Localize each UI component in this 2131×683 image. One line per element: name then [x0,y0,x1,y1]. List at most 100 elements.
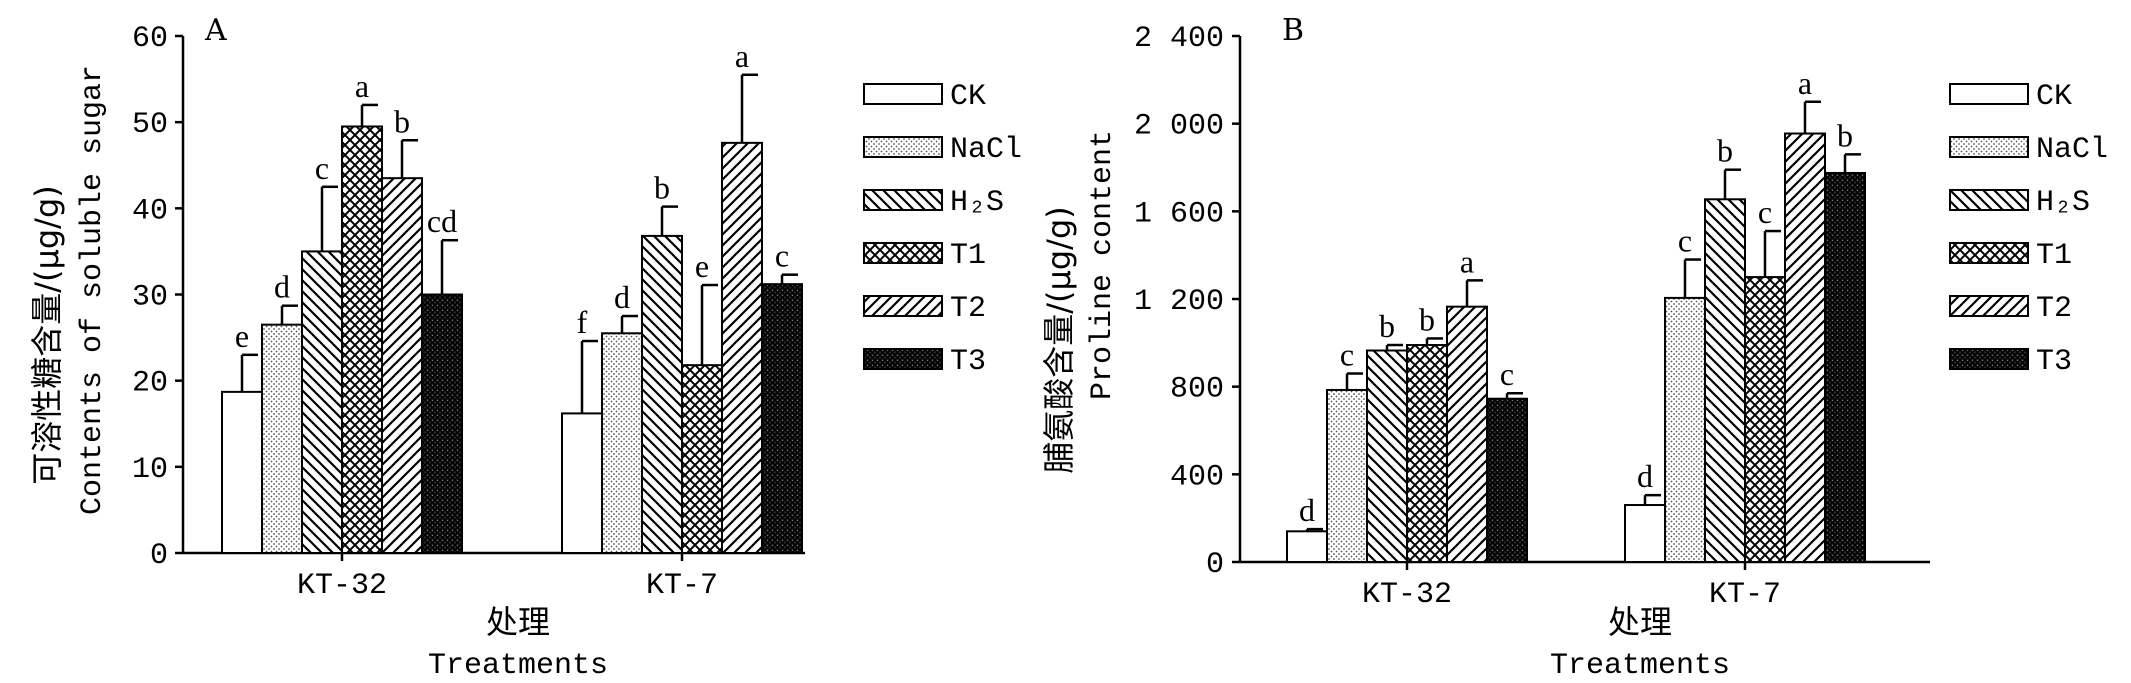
panel-b-legend-label: NaCl [2036,133,2108,167]
panel-a-legend-label: H₂S [950,186,1004,220]
panel-a-ytick-label: 0 [150,539,168,573]
panel-b-ytick-label: 400 [1170,460,1224,494]
panel-a-xtick-label: KT-32 [297,569,387,603]
panel-b-xtick-label: KT-7 [1709,578,1781,612]
panel-a-bar-KT-7-NaCl [601,332,643,554]
panel-b-label: B [1282,13,1304,48]
panel-b-bar-KT-32-T2 [1446,305,1488,563]
panel-a-bar-KT-7-H₂S [641,234,683,554]
panel-b-bar-KT-32-H₂S [1366,349,1408,564]
panel-b-legend-swatch-T1 [1949,242,2029,264]
panel-a-legend-label: T2 [950,292,986,326]
panel-b-significance-letter: c [1678,223,1692,259]
panel-b-bar-KT-32-T1 [1406,344,1448,563]
panel-a-legend-swatch-CK [863,83,943,105]
panel-a-significance-letter: b [394,103,410,139]
panel-b-significance-letter: d [1637,458,1653,494]
panel-b-legend-label: T2 [2036,292,2072,326]
panel-b-significance-letter: c [1758,194,1772,230]
panel-b-xtick-label: KT-32 [1362,578,1452,612]
panel-b-legend-swatch-H₂S [1949,189,2029,211]
panel-a-significance-letter: f [577,304,588,340]
panel-b-legend-swatch-NaCl [1949,136,2029,158]
panel-b-legend-label: T1 [2036,239,2072,273]
panel-b-xlabel-cn: 处理 [1608,603,1672,641]
panel-b-ytick-label: 0 [1206,548,1224,582]
panel-b-ytick-label: 2 400 [1134,22,1224,56]
panel-b-bar-KT-7-T2 [1784,132,1826,563]
panel-a-legend-swatch-H₂S [863,189,943,211]
panel-a-legend-swatch-NaCl [863,136,943,158]
panel-a-ytick-label: 10 [132,453,168,487]
panel-a-xtick-label: KT-7 [646,569,718,603]
panel-a-significance-letter: b [654,170,670,206]
panel-b-significance-letter: b [1379,308,1395,344]
panel-a-bar-KT-7-T2 [721,141,763,554]
panel-b-bar-KT-7-NaCl [1664,296,1706,563]
panel-b-ylabel-cn: 脯氨酸含量/(μg/g) [1040,206,1078,474]
panel-b-legend-swatch-CK [1949,83,2029,105]
panel-b-bar-KT-7-T3 [1824,171,1866,564]
panel-a-ytick-label: 20 [132,367,168,401]
panel-b-ytick-label: 1 600 [1134,197,1224,231]
panel-a-significance-letter: c [315,150,329,186]
panel-b-legend-swatch-T3 [1949,348,2029,370]
panel-b-significance-letter: b [1419,301,1435,337]
panel-a-xlabel-cn: 处理 [486,603,550,641]
panel-b-bar-KT-32-T3 [1486,397,1528,563]
panel-a-ytick-label: 60 [132,22,168,56]
panel-a-ytick-label: 40 [132,194,168,228]
panel-b-significance-letter: b [1837,117,1853,153]
panel-b-ylabel-en: Proline content [1086,130,1120,400]
panel-a-significance-letter: c [775,238,789,274]
panel-b-ytick-label: 2 000 [1134,110,1224,144]
panel-b-significance-letter: a [1798,65,1812,101]
panel-a-bar-KT-7-CK [561,412,603,554]
panel-b-significance-letter: b [1717,133,1733,169]
panel-a-ylabel-cn: 可溶性糖含量/(μg/g) [28,185,66,485]
panel-a-bar-KT-32-T3 [421,293,463,554]
panel-a-bar-KT-32-CK [221,390,263,555]
panel-b-xlabel-en: Treatments [1550,649,1730,683]
panel-a-bar-KT-7-T3 [761,283,803,554]
panel-a-significance-letter: cd [427,203,457,239]
panel-b-legend-swatch-T2 [1949,295,2029,317]
panel-a-label: A [204,13,227,48]
panel-a-legend-swatch-T3 [863,348,943,370]
panel-a-xlabel-en: Treatments [428,649,608,683]
panel-b-bar-KT-32-CK [1286,530,1328,563]
panel-a-bar-KT-32-NaCl [261,323,303,554]
panel-b-legend-label: T3 [2036,345,2072,379]
panel-b-legend-label: H₂S [2036,186,2090,220]
panel-a-significance-letter: a [355,68,369,104]
chart-panel-a: A 可溶性糖含量/(μg/g) Contents of soluble suga… [28,13,1022,683]
panel-b-significance-letter: c [1500,356,1514,392]
panel-a-bar-KT-32-T1 [341,125,383,554]
panel-a-legend-label: T1 [950,239,986,273]
panel-a-ylabel-en: Contents of soluble sugar [76,65,110,515]
panel-b-significance-letter: a [1460,243,1474,279]
panel-a-ytick-label: 50 [132,108,168,142]
panel-b-significance-letter: c [1340,337,1354,373]
panel-b-legend-label: CK [2036,80,2072,114]
panel-a-bar-KT-32-T2 [381,177,423,555]
panel-a-significance-letter: e [695,248,709,284]
panel-a-significance-letter: d [614,279,630,315]
panel-a-legend-label: T3 [950,345,986,379]
panel-a-legend-swatch-T1 [863,242,943,264]
panel-a-ytick-label: 30 [132,281,168,315]
chart-panel-b: B 脯氨酸含量/(μg/g) Proline content 处理 Treatm… [1040,13,2108,683]
panel-b-bar-KT-7-H₂S [1704,198,1746,563]
panel-a-legend-label: CK [950,80,986,114]
panel-b-bar-KT-7-CK [1624,504,1666,563]
panel-a-bar-KT-32-H₂S [301,250,343,555]
panel-b-bar-KT-7-T1 [1744,276,1786,563]
panel-b-significance-letter: d [1299,492,1315,528]
panel-a-legend-label: NaCl [950,133,1022,167]
panel-a-legend-swatch-T2 [863,295,943,317]
panel-a-significance-letter: a [735,38,749,74]
panel-b-bar-KT-32-NaCl [1326,388,1368,563]
panel-b-ytick-label: 800 [1170,373,1224,407]
panel-a-significance-letter: e [235,318,249,354]
